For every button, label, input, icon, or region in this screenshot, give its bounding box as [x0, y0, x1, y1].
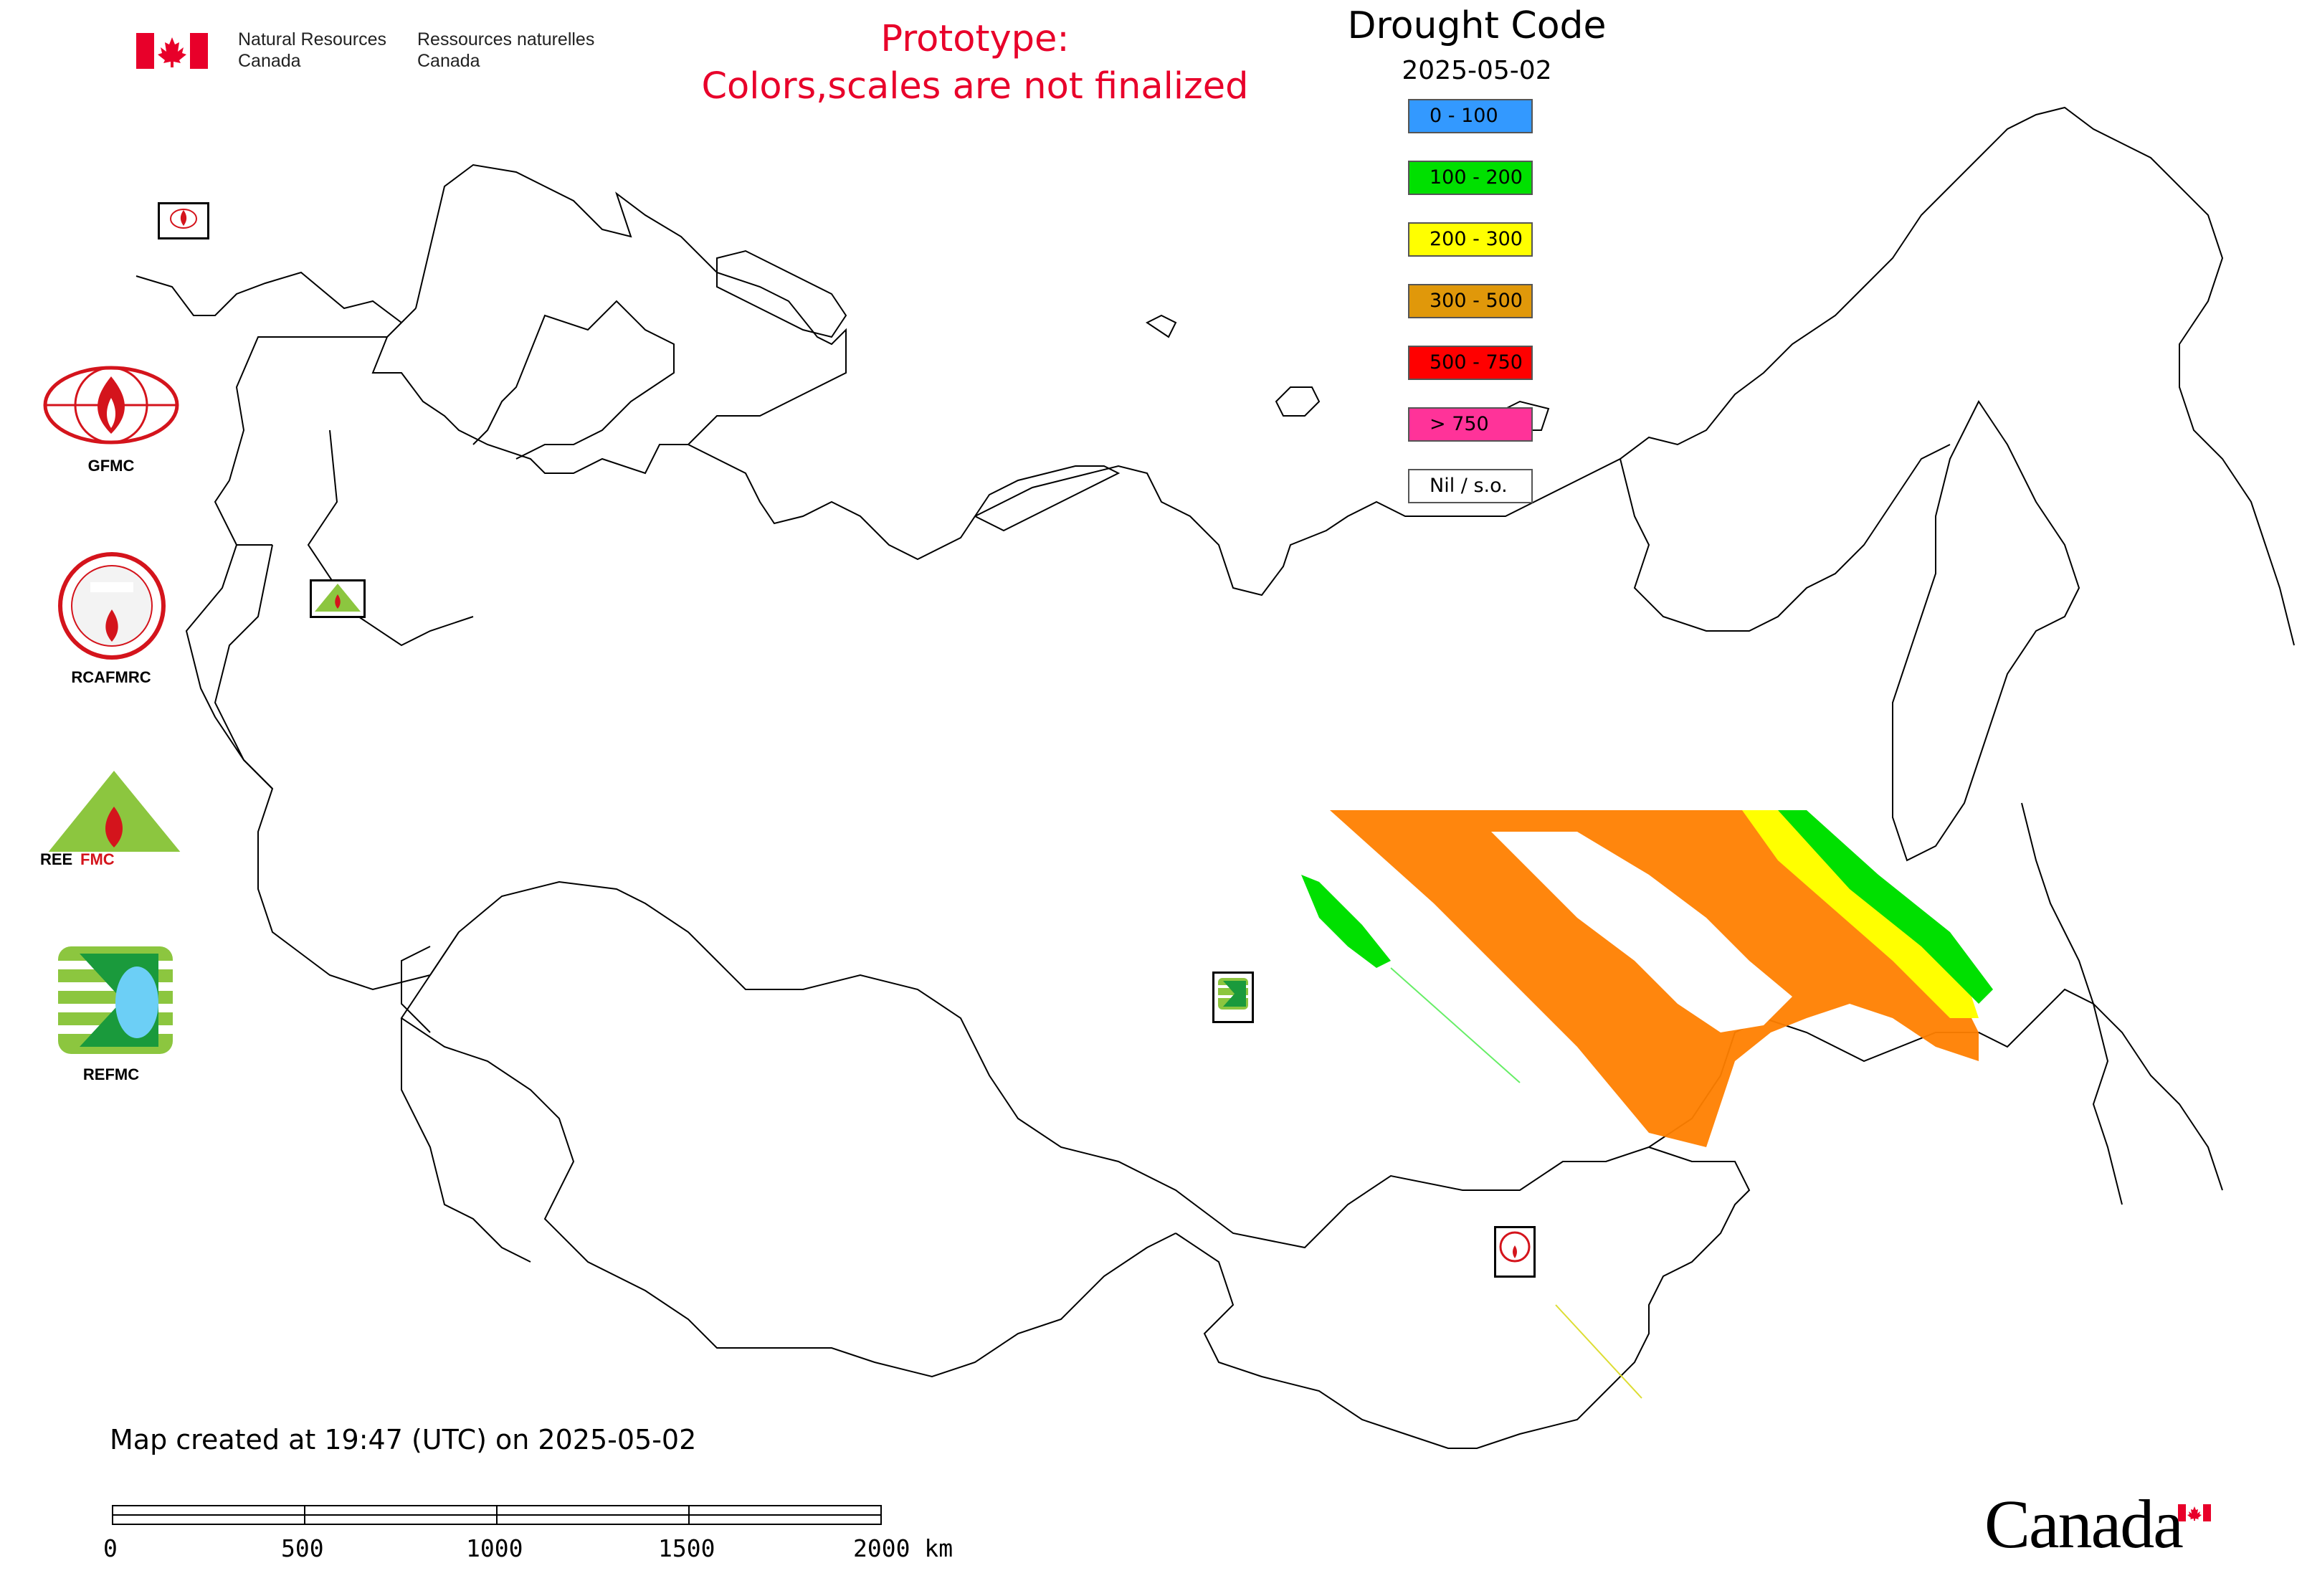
rcafmrc-marker-icon [1499, 1231, 1531, 1263]
scale-tick-1000: 1000 [466, 1534, 523, 1562]
gfmc-marker-icon [170, 209, 197, 229]
reefmc-emblem-icon: REE FMC [40, 771, 187, 868]
mongolia-outline [1175, 1146, 1751, 1449]
rcafmrc-logo: RCAFMRC [39, 552, 183, 692]
refmc-marker-icon [1218, 978, 1248, 1010]
green-data-band-west [1301, 875, 1391, 968]
gfmc-label: GFMC [87, 457, 135, 475]
gfmc-emblem-icon [43, 366, 179, 445]
novaya-zemlya [974, 465, 1121, 532]
map-marker-gfmc[interactable] [158, 202, 209, 239]
legend-item-over-750: > 750 [1408, 407, 1533, 442]
scale-tick-500: 500 [281, 1534, 324, 1562]
legend-title: Drought Code [1347, 4, 1607, 47]
yellow-streak [1555, 1304, 1642, 1399]
kazakhstan-outline [400, 931, 1176, 1378]
legend-item-100-200: 100 - 200 [1408, 161, 1533, 195]
legend-item-500-750: 500 - 750 [1408, 346, 1533, 380]
scale-bar [112, 1505, 882, 1525]
rcafmrc-label: RCAFMRC [71, 668, 151, 686]
legend-item-200-300: 200 - 300 [1408, 222, 1533, 257]
scale-tick-0: 0 [103, 1534, 118, 1562]
legend-date: 2025-05-02 [1402, 56, 1552, 85]
prototype-warning: Prototype: Colors,scales are not finaliz… [652, 16, 1298, 110]
scale-tick-1500: 1500 [658, 1534, 715, 1562]
refmc-label: REFMC [82, 1065, 140, 1083]
reefmc-logo: REE FMC [37, 767, 191, 868]
refmc-logo: REFMC [39, 946, 183, 1090]
reefmc-marker-icon [315, 584, 361, 612]
map-marker-refmc[interactable] [1212, 972, 1254, 1023]
legend-item-0-100: 0 - 100 [1408, 99, 1533, 133]
legend-item-300-500: 300 - 500 [1408, 284, 1533, 318]
sakhalin-outline [2021, 802, 2123, 1205]
nrcan-signature: Natural Resources Canada Ressources natu… [136, 29, 609, 79]
svg-text:FMC: FMC [80, 850, 115, 868]
svg-text:REE: REE [40, 850, 72, 868]
kola-peninsula [716, 250, 847, 338]
caspian-outline [401, 946, 531, 1263]
map-marker-rcafmrc[interactable] [1494, 1226, 1536, 1278]
org-name-english: Natural Resources Canada [238, 29, 387, 71]
southern-border [214, 544, 2223, 1249]
drought-data-layer [1301, 810, 1993, 1399]
legend-item-nil: Nil / s.o. [1408, 469, 1533, 503]
map-marker-reefmc[interactable] [310, 579, 366, 618]
white-data-gap [1491, 832, 1792, 1032]
org-name-french: Ressources naturelles Canada [417, 29, 595, 71]
canada-wordmark-text: Canada [1984, 1486, 2184, 1562]
canada-flag-icon [136, 33, 208, 69]
gfmc-logo: GFMC [39, 362, 183, 477]
prototype-warning-line2: Colors,scales are not finalized [701, 65, 1249, 108]
green-data-band-east [1778, 810, 1993, 1004]
east-europe-outline [185, 336, 474, 789]
canada-wordmark: Canada [1984, 1484, 2228, 1570]
prototype-warning-line1: Prototype: [880, 18, 1070, 60]
okhotsk-coast [1620, 444, 1951, 632]
green-streak [1390, 967, 1521, 1083]
refmc-emblem-icon [58, 946, 173, 1054]
kamchatka-outline [1892, 400, 2080, 862]
rcafmrc-emblem-icon [58, 552, 166, 660]
scale-tick-2000: 2000 km [853, 1534, 953, 1562]
yellow-data-band [1742, 810, 1979, 1018]
canada-wordmark-flag-icon [2178, 1504, 2211, 1521]
map-creation-text: Map created at 19:47 (UTC) on 2025-05-02 [110, 1424, 697, 1455]
russia-north-coast [688, 106, 2295, 646]
